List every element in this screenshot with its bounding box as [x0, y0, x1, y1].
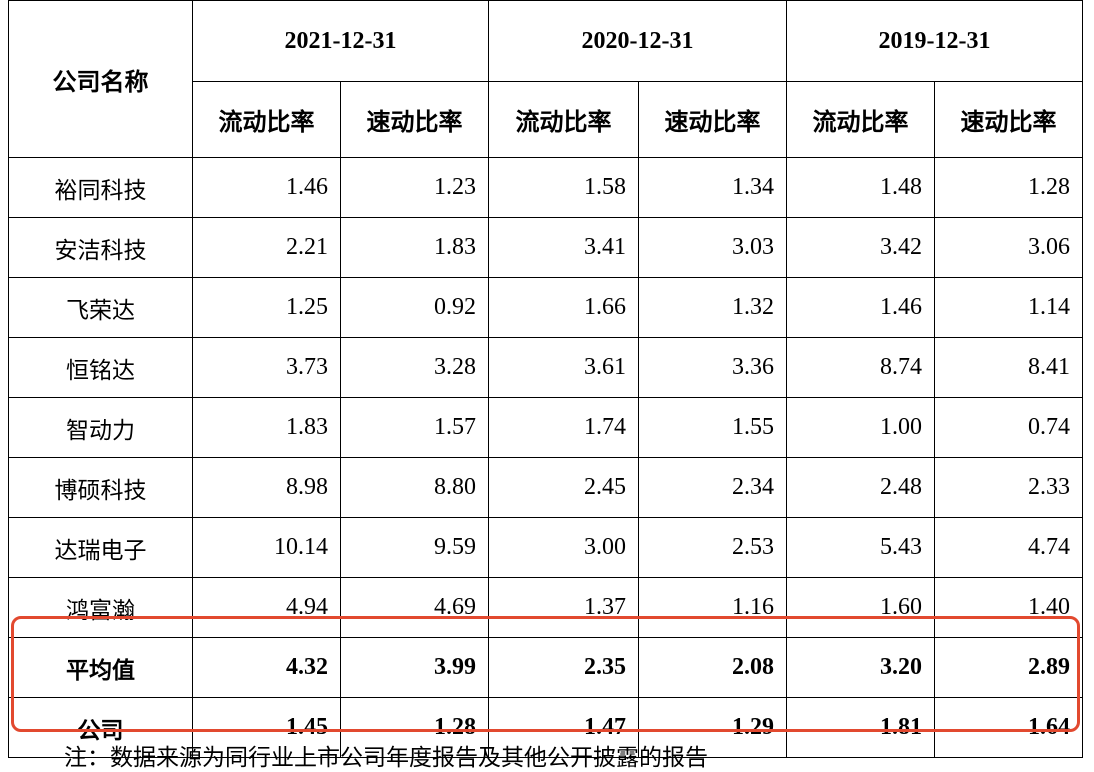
value-cell: 4.32 — [192, 637, 341, 698]
value-cell: 3.03 — [638, 217, 787, 278]
value-cell: 3.73 — [192, 337, 341, 398]
table-row: 裕同科技 1.46 1.23 1.58 1.34 1.48 1.28 — [8, 157, 1083, 218]
table-row: 达瑞电子 10.14 9.59 3.00 2.53 5.43 4.74 — [8, 517, 1083, 578]
period-header-2019: 2019-12-31 — [786, 0, 1083, 82]
value-cell: 8.98 — [192, 457, 341, 518]
value-cell: 0.74 — [934, 397, 1083, 458]
value-cell: 1.58 — [488, 157, 639, 218]
period-header-2020: 2020-12-31 — [488, 0, 787, 82]
company-name-cell: 博硕科技 — [8, 457, 193, 518]
summary-row: 公司 1.45 1.28 1.47 1.29 1.81 1.64 — [8, 697, 1083, 758]
company-name-cell: 鸿富瀚 — [8, 577, 193, 638]
company-name-cell: 裕同科技 — [8, 157, 193, 218]
value-cell: 1.74 — [488, 397, 639, 458]
value-cell: 1.46 — [786, 277, 935, 338]
value-cell: 9.59 — [340, 517, 489, 578]
value-cell: 2.21 — [192, 217, 341, 278]
value-cell: 2.89 — [934, 637, 1083, 698]
current-ratio-header: 流动比率 — [192, 81, 341, 158]
value-cell: 4.94 — [192, 577, 341, 638]
table-body: 裕同科技 1.46 1.23 1.58 1.34 1.48 1.28 安洁科技 2.21 1.83… — [8, 157, 1083, 758]
value-cell: 1.00 — [786, 397, 935, 458]
value-cell: 1.83 — [340, 217, 489, 278]
quick-ratio-header: 速动比率 — [934, 81, 1083, 158]
table-row: 飞荣达 1.25 0.92 1.66 1.32 1.46 1.14 — [8, 277, 1083, 338]
value-cell: 1.40 — [934, 577, 1083, 638]
value-cell: 3.20 — [786, 637, 935, 698]
quick-ratio-header: 速动比率 — [638, 81, 787, 158]
company-name-cell: 智动力 — [8, 397, 193, 458]
value-cell: 1.14 — [934, 277, 1083, 338]
value-cell: 1.57 — [340, 397, 489, 458]
value-cell: 1.25 — [192, 277, 341, 338]
value-cell: 1.64 — [934, 697, 1083, 758]
value-cell: 8.80 — [340, 457, 489, 518]
value-cell: 5.43 — [786, 517, 935, 578]
company-name-cell: 飞荣达 — [8, 277, 193, 338]
value-cell: 3.41 — [488, 217, 639, 278]
value-cell: 0.92 — [340, 277, 489, 338]
value-cell: 1.45 — [192, 697, 341, 758]
value-cell: 1.55 — [638, 397, 787, 458]
summary-row: 平均值 4.32 3.99 2.35 2.08 3.20 2.89 — [8, 637, 1083, 698]
value-cell: 1.83 — [192, 397, 341, 458]
company-name-cell: 公司 — [8, 697, 193, 758]
value-cell: 1.28 — [934, 157, 1083, 218]
table-row: 鸿富瀚 4.94 4.69 1.37 1.16 1.60 1.40 — [8, 577, 1083, 638]
value-cell: 3.99 — [340, 637, 489, 698]
value-cell: 1.32 — [638, 277, 787, 338]
value-cell: 2.34 — [638, 457, 787, 518]
value-cell: 3.00 — [488, 517, 639, 578]
period-header-2021: 2021-12-31 — [192, 0, 489, 82]
table-row: 智动力 1.83 1.57 1.74 1.55 1.00 0.74 — [8, 397, 1083, 458]
value-cell: 3.36 — [638, 337, 787, 398]
value-cell: 8.74 — [786, 337, 935, 398]
value-cell: 4.74 — [934, 517, 1083, 578]
value-cell: 1.37 — [488, 577, 639, 638]
value-cell: 1.23 — [340, 157, 489, 218]
value-cell: 2.35 — [488, 637, 639, 698]
table-row: 安洁科技 2.21 1.83 3.41 3.03 3.42 3.06 — [8, 217, 1083, 278]
value-cell: 1.60 — [786, 577, 935, 638]
source-note: 注：数据来源为同行业上市公司年度报告及其他公开披露的报告 — [64, 745, 708, 771]
current-ratio-header: 流动比率 — [786, 81, 935, 158]
value-cell: 2.45 — [488, 457, 639, 518]
value-cell: 2.08 — [638, 637, 787, 698]
company-name-cell: 达瑞电子 — [8, 517, 193, 578]
value-cell: 3.61 — [488, 337, 639, 398]
value-cell: 4.69 — [340, 577, 489, 638]
value-cell: 3.42 — [786, 217, 935, 278]
company-name-cell: 安洁科技 — [8, 217, 193, 278]
value-cell: 2.48 — [786, 457, 935, 518]
value-cell: 2.33 — [934, 457, 1083, 518]
header-row-periods: 公司名称 2021-12-31 2020-12-31 2019-12-31 — [8, 0, 1083, 158]
company-name-cell: 平均值 — [8, 637, 193, 698]
company-name-cell: 恒铭达 — [8, 337, 193, 398]
value-cell: 10.14 — [192, 517, 341, 578]
current-ratio-header: 流动比率 — [488, 81, 639, 158]
value-cell: 1.46 — [192, 157, 341, 218]
value-cell: 1.34 — [638, 157, 787, 218]
value-cell: 1.81 — [786, 697, 935, 758]
value-cell: 3.06 — [934, 217, 1083, 278]
value-cell: 1.29 — [638, 697, 787, 758]
quick-ratio-header: 速动比率 — [340, 81, 489, 158]
value-cell: 1.16 — [638, 577, 787, 638]
value-cell: 1.47 — [488, 697, 639, 758]
value-cell: 3.28 — [340, 337, 489, 398]
value-cell: 1.66 — [488, 277, 639, 338]
ratio-table: 公司名称 2021-12-31 2020-12-31 2019-12-31 流动… — [8, 0, 1083, 758]
value-cell: 2.53 — [638, 517, 787, 578]
value-cell: 1.28 — [340, 697, 489, 758]
value-cell: 1.48 — [786, 157, 935, 218]
value-cell: 8.41 — [934, 337, 1083, 398]
company-name-header: 公司名称 — [8, 0, 193, 158]
table-row: 恒铭达 3.73 3.28 3.61 3.36 8.74 8.41 — [8, 337, 1083, 398]
table-row: 博硕科技 8.98 8.80 2.45 2.34 2.48 2.33 — [8, 457, 1083, 518]
